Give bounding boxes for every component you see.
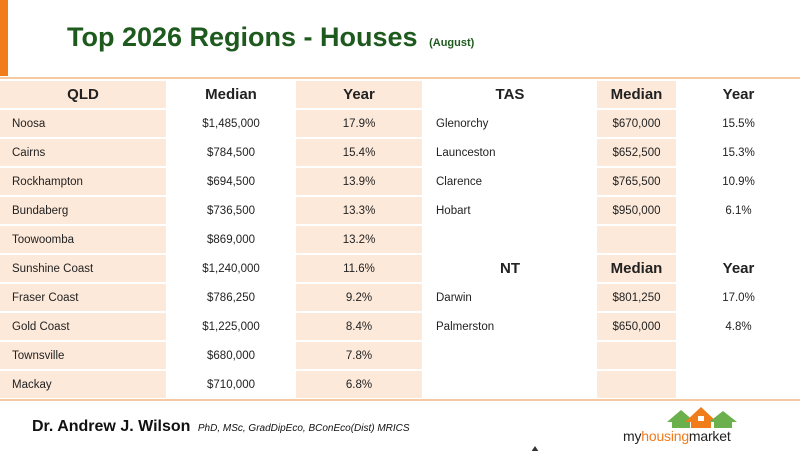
tas-median-cell: $652,500 xyxy=(597,139,676,166)
qld-median-cell: $1,225,000 xyxy=(168,313,294,340)
title-main: Top 2026 Regions - Houses xyxy=(67,22,418,52)
qld-median-cell: $786,250 xyxy=(168,284,294,311)
nt-year-cell: 4.8% xyxy=(677,313,800,340)
tas-region-cell: Launceston xyxy=(424,139,596,166)
nt-median-cell: $801,250 xyxy=(597,284,676,311)
tas-year-cell: 6.1% xyxy=(677,197,800,224)
qld-region-cell: Bundaberg xyxy=(0,197,166,224)
bottom-divider xyxy=(0,399,800,401)
qld-region-cell: Mackay xyxy=(0,371,166,398)
tas-region-cell: Clarence xyxy=(424,168,596,195)
nt-header-2: Year xyxy=(677,255,800,282)
tas-median-cell: $670,000 xyxy=(597,110,676,137)
qld-year-cell: 6.8% xyxy=(296,371,422,398)
nt-header-1: Median xyxy=(597,255,676,282)
qld-region-cell: Cairns xyxy=(0,139,166,166)
qld-header-1: Median xyxy=(168,81,294,108)
logo-text-market: market xyxy=(688,428,731,444)
tas-median-cell: $950,000 xyxy=(597,197,676,224)
nt-region-cell: Palmerston xyxy=(424,313,596,340)
empty-cell xyxy=(597,226,676,253)
qld-median-cell: $736,500 xyxy=(168,197,294,224)
qld-region-cell: Gold Coast xyxy=(0,313,166,340)
tas-year-cell: 15.3% xyxy=(677,139,800,166)
qld-region-cell: Rockhampton xyxy=(0,168,166,195)
qld-region-cell: Townsville xyxy=(0,342,166,369)
qld-region-cell: Fraser Coast xyxy=(0,284,166,311)
accent-bar xyxy=(0,0,8,76)
myhousingmarket-logo: myhousingmarket xyxy=(623,404,773,446)
qld-median-cell: $694,500 xyxy=(168,168,294,195)
qld-year-cell: 9.2% xyxy=(296,284,422,311)
qld-year-cell: 13.3% xyxy=(296,197,422,224)
qld-region-cell: Noosa xyxy=(0,110,166,137)
tas-region-cell: Glenorchy xyxy=(424,110,596,137)
qld-region-cell: Sunshine Coast xyxy=(0,255,166,282)
logo-text-housing: housing xyxy=(641,428,689,444)
tas-median-cell: $765,500 xyxy=(597,168,676,195)
logo-text: myhousingmarket xyxy=(623,428,731,444)
qld-year-cell: 11.6% xyxy=(296,255,422,282)
qld-median-cell: $1,485,000 xyxy=(168,110,294,137)
qld-median-cell: $869,000 xyxy=(168,226,294,253)
empty-cell xyxy=(597,342,676,369)
qld-year-cell: 8.4% xyxy=(296,313,422,340)
page-title: Top 2026 Regions - Houses (August) xyxy=(67,22,474,53)
qld-year-cell: 13.9% xyxy=(296,168,422,195)
nt-median-cell: $650,000 xyxy=(597,313,676,340)
qld-year-cell: 7.8% xyxy=(296,342,422,369)
tas-header-1: Median xyxy=(597,81,676,108)
tas-header-2: Year xyxy=(677,81,800,108)
qld-header-2: Year xyxy=(296,81,422,108)
nt-header-0: NT xyxy=(424,255,596,282)
empty-cell xyxy=(597,371,676,398)
houses-icon xyxy=(667,407,737,428)
logo-text-my: my xyxy=(623,428,642,444)
qld-year-cell: 13.2% xyxy=(296,226,422,253)
qld-median-cell: $1,240,000 xyxy=(168,255,294,282)
qld-median-cell: $710,000 xyxy=(168,371,294,398)
qld-region-cell: Toowoomba xyxy=(0,226,166,253)
qld-year-cell: 15.4% xyxy=(296,139,422,166)
qld-median-cell: $784,500 xyxy=(168,139,294,166)
qld-median-cell: $680,000 xyxy=(168,342,294,369)
title-sub: (August) xyxy=(429,37,475,49)
qld-header-0: QLD xyxy=(0,81,166,108)
tas-year-cell: 10.9% xyxy=(677,168,800,195)
qld-year-cell: 17.9% xyxy=(296,110,422,137)
nt-year-cell: 17.0% xyxy=(677,284,800,311)
nt-region-cell: Darwin xyxy=(424,284,596,311)
tas-region-cell: Hobart xyxy=(424,197,596,224)
author: Dr. Andrew J. Wilson PhD, MSc, GradDipEc… xyxy=(32,418,410,436)
tas-year-cell: 15.5% xyxy=(677,110,800,137)
mouse-cursor-icon xyxy=(531,446,539,451)
tas-header-0: TAS xyxy=(424,81,596,108)
author-name: Dr. Andrew J. Wilson xyxy=(32,418,191,435)
author-credentials: PhD, MSc, GradDipEco, BConEco(Dist) MRIC… xyxy=(197,423,410,434)
top-divider xyxy=(0,77,800,79)
